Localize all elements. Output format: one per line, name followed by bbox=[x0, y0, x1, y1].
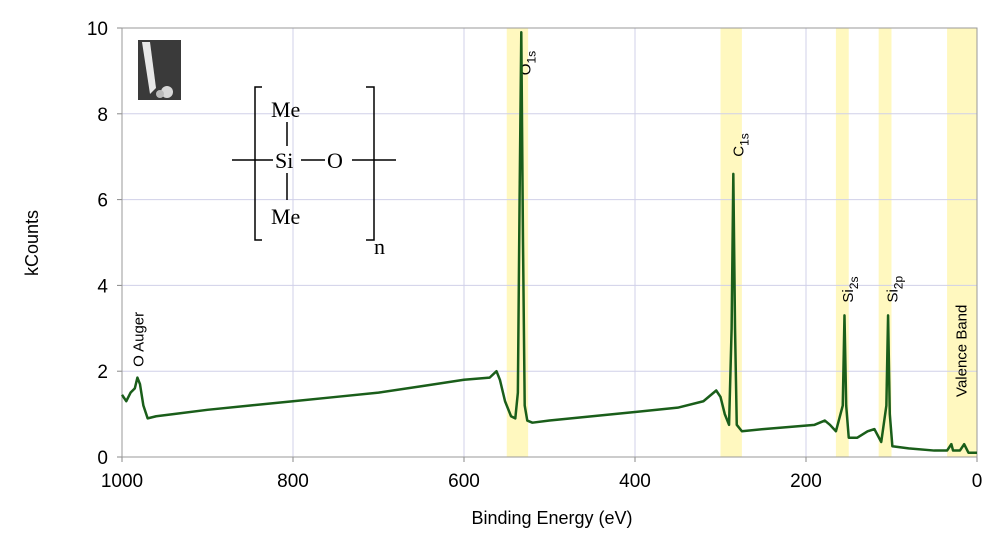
highlight-band bbox=[947, 28, 977, 457]
peak-label: O Auger bbox=[130, 312, 147, 367]
highlight-band bbox=[720, 28, 742, 457]
peak-label-main: O Auger bbox=[130, 312, 147, 367]
peak-label: O1s bbox=[518, 51, 539, 75]
lines bbox=[120, 31, 977, 454]
structure-text: Me bbox=[271, 97, 300, 122]
y-tick-label: 0 bbox=[97, 448, 108, 469]
x-tick-label: 800 bbox=[277, 471, 309, 492]
peak-label: Valence Band bbox=[954, 305, 971, 397]
peak-label-main: Si bbox=[884, 289, 901, 302]
structure-text: n bbox=[374, 234, 385, 259]
peak-label-main: Valence Band bbox=[954, 305, 971, 397]
structure-text: O bbox=[327, 148, 343, 173]
x-tick-label: 600 bbox=[448, 471, 480, 492]
plot-frame bbox=[121, 27, 978, 458]
x-tick-label: 400 bbox=[619, 471, 651, 492]
peak-label: Si2p bbox=[884, 276, 905, 303]
y-tick-label: 6 bbox=[97, 191, 108, 212]
peak-label-sub: 2p bbox=[891, 276, 905, 290]
x-axis-label: Binding Energy (eV) bbox=[471, 508, 632, 528]
x-tick-label: 0 bbox=[972, 471, 983, 492]
peak-label: C1s bbox=[731, 133, 752, 157]
y-tick-label: 2 bbox=[97, 362, 108, 383]
peak-label-sub: 1s bbox=[738, 133, 752, 146]
structure-text: Me bbox=[271, 204, 300, 229]
x-tick-label: 200 bbox=[790, 471, 822, 492]
peak-label-main: Si bbox=[840, 289, 857, 302]
peak-label: Si2s bbox=[840, 277, 861, 303]
peak-label-main: C bbox=[731, 146, 748, 157]
peak-label-sub: 1s bbox=[525, 51, 539, 64]
structure bbox=[232, 86, 396, 241]
structure-text: Si bbox=[275, 148, 293, 173]
y-tick-label: 8 bbox=[97, 105, 108, 126]
y-tick-label: 4 bbox=[97, 276, 108, 297]
spectrum-line bbox=[120, 31, 977, 454]
y-axis-label: kCounts bbox=[22, 210, 42, 276]
peak-label-sub: 2s bbox=[847, 277, 861, 290]
icon bbox=[138, 40, 181, 100]
peak-label-main: O bbox=[518, 64, 535, 76]
bands bbox=[506, 28, 977, 457]
grid bbox=[117, 27, 978, 462]
y-tick-label: 10 bbox=[87, 19, 108, 40]
x-tick-label: 1000 bbox=[101, 471, 143, 492]
